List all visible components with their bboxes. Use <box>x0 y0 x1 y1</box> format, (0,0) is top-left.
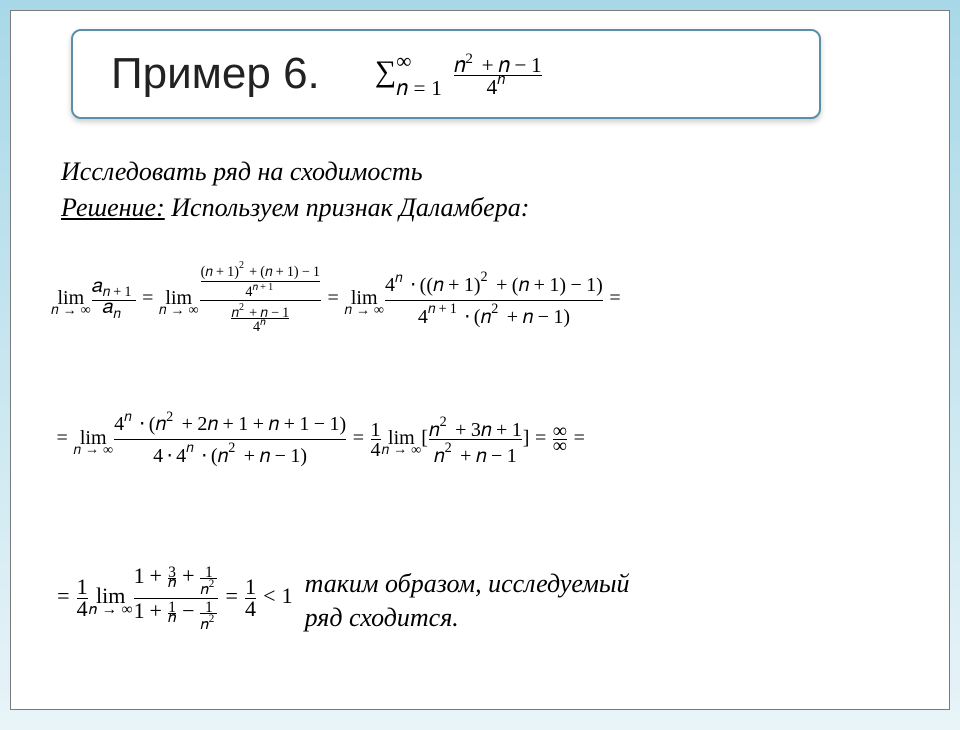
math-line-2: = limn→∞ 4n⋅(n2+2n+1+n+1−1) 4⋅4n⋅(n2+n−1… <box>51 411 590 467</box>
solution-rest: Используем признак Даламбера: <box>165 193 530 222</box>
slide-title: Пример 6. <box>111 49 320 99</box>
solution-line: Решение: Используем признак Даламбера: <box>61 193 919 223</box>
series-formula: ∑ n=1 ∞ n2+n−1 4n <box>370 53 543 96</box>
conclusion-text: таким образом, исследуемый ряд сходится. <box>305 561 630 635</box>
conclusion-line1: таким образом, исследуемый <box>305 569 630 598</box>
conclusion-line2: ряд сходится. <box>305 603 459 632</box>
body-text: Исследовать ряд на сходимость Решение: И… <box>61 151 919 229</box>
solution-label: Решение: <box>61 193 165 222</box>
task-line: Исследовать ряд на сходимость <box>61 157 919 187</box>
header-box: Пример 6. ∑ n=1 ∞ n2+n−1 4n <box>71 29 821 119</box>
math-line-3: = 14 limn→∞ 1+3n+1n2 1+1n−1n2 = 14 <1 та… <box>51 561 630 635</box>
math-line-1: limn→∞ an+1 an = limn→∞ (n+1)2+(n+1)−1 4… <box>51 261 626 331</box>
slide-frame: Пример 6. ∑ n=1 ∞ n2+n−1 4n Исследовать … <box>10 10 950 710</box>
